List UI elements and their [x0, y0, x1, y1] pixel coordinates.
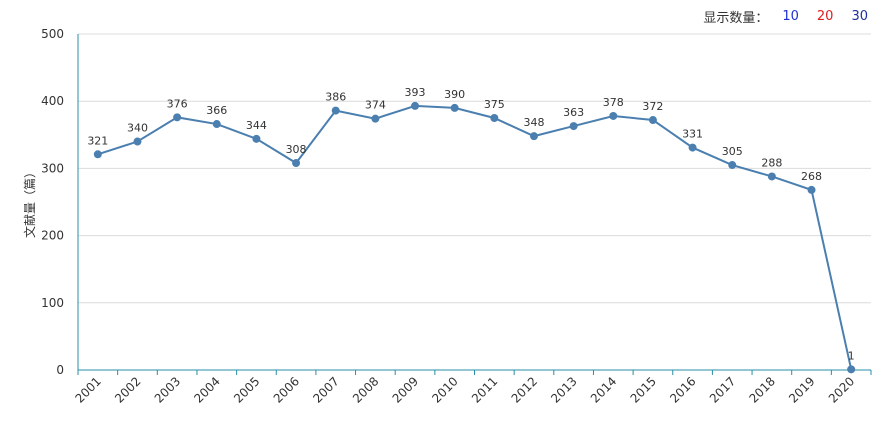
data-point [133, 137, 142, 146]
data-label: 390 [444, 88, 465, 101]
data-label: 386 [325, 91, 346, 104]
data-point [807, 185, 816, 194]
x-tick-label: 2018 [746, 374, 777, 405]
x-tick-label: 2012 [509, 374, 540, 405]
display-count-label: 显示数量： [703, 11, 769, 26]
data-label: 308 [286, 143, 307, 156]
data-label: 363 [563, 106, 584, 119]
data-label: 372 [642, 100, 663, 113]
count-option-30[interactable]: 30 [851, 9, 868, 24]
count-option-10[interactable]: 10 [782, 9, 799, 24]
data-point [212, 120, 221, 129]
x-tick-label: 2014 [588, 374, 619, 405]
data-point [371, 114, 380, 123]
data-label: 348 [523, 116, 544, 129]
x-tick-label: 2013 [548, 374, 579, 405]
y-tick-label: 0 [56, 363, 64, 377]
data-label: 344 [246, 119, 267, 132]
data-point [609, 111, 618, 120]
data-point [331, 106, 340, 115]
x-tick-label: 2019 [786, 374, 817, 405]
data-point [847, 365, 856, 374]
x-tick-label: 2002 [112, 374, 143, 405]
data-label: 321 [87, 134, 108, 147]
x-tick-label: 2004 [191, 374, 222, 405]
data-label: 288 [761, 156, 782, 169]
data-point [529, 132, 538, 141]
y-tick-label: 100 [41, 296, 64, 310]
y-tick-label: 500 [41, 27, 64, 41]
data-point [93, 150, 102, 159]
data-point [292, 159, 301, 168]
y-axis-title: 文献量（篇） [22, 166, 37, 238]
data-label: 1 [848, 349, 855, 362]
x-tick-label: 2007 [310, 374, 341, 405]
count-option-20[interactable]: 20 [816, 9, 834, 24]
x-tick-label: 2010 [429, 374, 460, 405]
data-point [173, 113, 182, 122]
x-tick-label: 2008 [350, 374, 381, 405]
x-tick-label: 2006 [271, 374, 302, 405]
data-label: 374 [365, 99, 386, 112]
series-line [97, 104, 853, 370]
x-tick-label: 2009 [390, 374, 421, 405]
y-tick-label: 300 [41, 161, 64, 175]
data-label: 305 [722, 145, 743, 158]
x-tick-label: 2011 [469, 374, 500, 405]
data-label: 376 [167, 97, 188, 110]
x-tick-label: 2005 [231, 374, 262, 405]
x-tick-label: 2001 [72, 374, 103, 405]
y-tick-label: 200 [41, 229, 64, 243]
x-tick-label: 2015 [628, 374, 659, 405]
data-point [767, 172, 776, 181]
data-point [252, 134, 261, 143]
data-point [411, 101, 420, 110]
data-point [450, 103, 459, 112]
data-label: 378 [603, 96, 624, 109]
data-label: 331 [682, 128, 703, 141]
x-tick-label: 2020 [826, 374, 857, 405]
data-label: 340 [127, 122, 148, 135]
x-tick-label: 2003 [152, 374, 183, 405]
data-label: 375 [484, 98, 505, 111]
data-label: 366 [206, 104, 227, 117]
x-tick-label: 2017 [707, 374, 738, 405]
data-label: 393 [405, 86, 426, 99]
display-count-selector: 显示数量： 10 20 30 [703, 7, 872, 26]
data-point [728, 161, 737, 170]
data-point [490, 114, 499, 122]
data-point [648, 116, 657, 125]
x-tick-label: 2016 [667, 374, 698, 405]
y-tick-label: 400 [41, 94, 64, 108]
data-label: 268 [801, 170, 822, 183]
data-point [688, 143, 697, 152]
data-point [569, 122, 578, 131]
